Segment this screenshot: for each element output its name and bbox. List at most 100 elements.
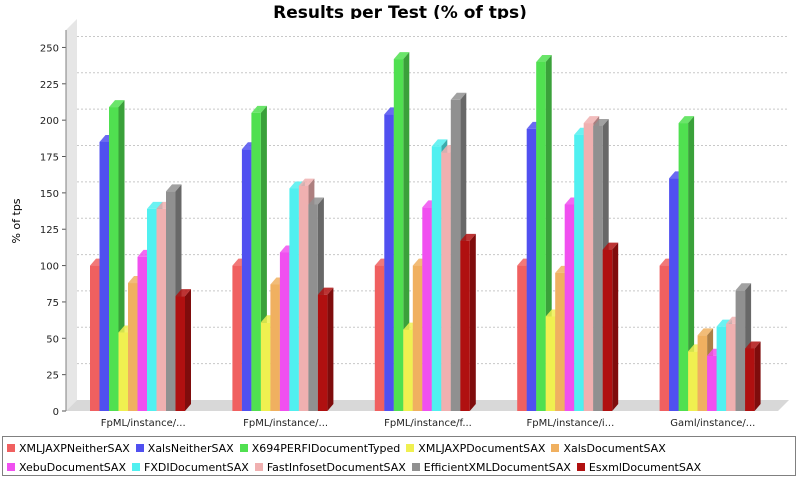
bar-front [119, 332, 129, 411]
bar-front [584, 123, 594, 411]
bar-front [688, 351, 698, 411]
bar-front [546, 316, 556, 411]
y-tick-label: 75 [46, 298, 59, 309]
bar-front [308, 205, 318, 411]
bar-front [679, 123, 689, 411]
legend-item: EsxmlDocumentSAX [575, 461, 701, 474]
y-tick-label: 100 [40, 262, 59, 273]
bar-front [261, 322, 271, 411]
legend-label: EsxmlDocumentSAX [589, 461, 701, 474]
bar-front [593, 126, 603, 411]
y-tick-label: 125 [40, 225, 59, 236]
legend-swatch [7, 463, 15, 471]
legend-row: XebuDocumentSAX FXDIDocumentSAX FastInfose… [5, 458, 705, 476]
bar-front [745, 348, 755, 411]
bar-side [327, 288, 333, 411]
legend-label: XebuDocumentSAX [19, 461, 126, 474]
bar-front [717, 327, 727, 411]
y-tick-label: 200 [40, 116, 59, 127]
y-tick-label: 175 [40, 153, 59, 164]
x-tick-label: FpML/instance/... [243, 418, 328, 429]
bar-front [176, 296, 186, 411]
bar-front [157, 209, 167, 411]
legend-item: FastInfosetDocumentSAX [253, 461, 406, 474]
bar-front [527, 129, 537, 411]
bar-front [100, 142, 110, 411]
y-axis-label: % of tps [10, 198, 23, 243]
bar-side [185, 289, 191, 411]
bar-front [707, 356, 717, 411]
bar-front [413, 266, 423, 411]
legend-swatch [7, 444, 15, 452]
x-tick-label: FpML/instance/... [101, 418, 186, 429]
y-tick-label: 0 [53, 407, 59, 418]
bar-front [90, 266, 100, 411]
bar-front [289, 189, 299, 411]
x-tick-label: Gaml/instance/... [670, 418, 755, 429]
bar-front [432, 146, 442, 411]
y-tick-label: 250 [40, 43, 59, 54]
bar-front [394, 59, 404, 411]
bar-front [574, 135, 584, 411]
legend: XMLJAXPNeitherSAX XalsNeitherSAX X694PERFI… [2, 436, 796, 476]
legend-swatch [551, 444, 559, 452]
legend-swatch [132, 463, 140, 471]
y-tick-label: 25 [46, 371, 59, 382]
legend-item: XMLJAXPDocumentSAX [404, 442, 545, 455]
bar-front [270, 284, 280, 411]
legend-item: XebuDocumentSAX [5, 461, 126, 474]
bar-front [232, 266, 242, 411]
bar-front [669, 178, 679, 411]
legend-swatch [412, 463, 420, 471]
bar-front [422, 207, 432, 411]
y-tick-label: 225 [40, 80, 59, 91]
legend-label: FXDIDocumentSAX [144, 461, 249, 474]
legend-label: XMLJAXPDocumentSAX [418, 442, 545, 455]
legend-label: XMLJAXPNeitherSAX [19, 442, 130, 455]
y-tick-label: 150 [40, 189, 59, 200]
y-tick-label: 50 [46, 334, 59, 345]
bar-front [565, 205, 575, 411]
legend-swatch [255, 463, 263, 471]
bar-side [612, 243, 618, 411]
legend-label: FastInfosetDocumentSAX [267, 461, 406, 474]
bar-front [660, 266, 670, 411]
legend-item: XalsDocumentSAX [549, 442, 665, 455]
bar-side [470, 234, 476, 411]
bar-front [251, 113, 261, 411]
bar-front [460, 241, 470, 411]
bar-front [403, 330, 413, 411]
legend-item: FXDIDocumentSAX [130, 461, 249, 474]
bar [176, 289, 192, 411]
bar-front [299, 186, 309, 411]
bar-side [755, 341, 761, 411]
bar-front [242, 149, 252, 411]
legend-label: XalsNeitherSAX [148, 442, 234, 455]
bar-front [384, 114, 394, 411]
plot-area: 0 25 50 75 100 125 150 175 200 225 250 FpML/instanc… [40, 19, 789, 429]
legend-label: XalsDocumentSAX [563, 442, 665, 455]
bar-front [536, 62, 546, 411]
bar-front [441, 152, 451, 411]
legend-item: EfficientXMLDocumentSAX [410, 461, 571, 474]
bar-front [736, 290, 746, 411]
bar-front [517, 266, 527, 411]
left-wall [66, 19, 77, 411]
legend-item: X694PERFIDocumentTyped [238, 442, 401, 455]
bar [318, 288, 334, 411]
bar-front [375, 266, 385, 411]
legend-label: X694PERFIDocumentTyped [252, 442, 401, 455]
bar-front [109, 107, 119, 411]
legend-swatch [240, 444, 248, 452]
legend-swatch [136, 444, 144, 452]
bar-front [555, 273, 565, 411]
bar-front [166, 191, 176, 411]
legend-swatch [406, 444, 414, 452]
bar-front [603, 250, 613, 411]
bar-front [451, 100, 461, 411]
bar-front [280, 252, 290, 411]
x-tick-label: FpML/instance/f... [384, 418, 472, 429]
legend-label: EfficientXMLDocumentSAX [424, 461, 571, 474]
bar-front [128, 283, 138, 411]
legend-item: XalsNeitherSAX [134, 442, 234, 455]
